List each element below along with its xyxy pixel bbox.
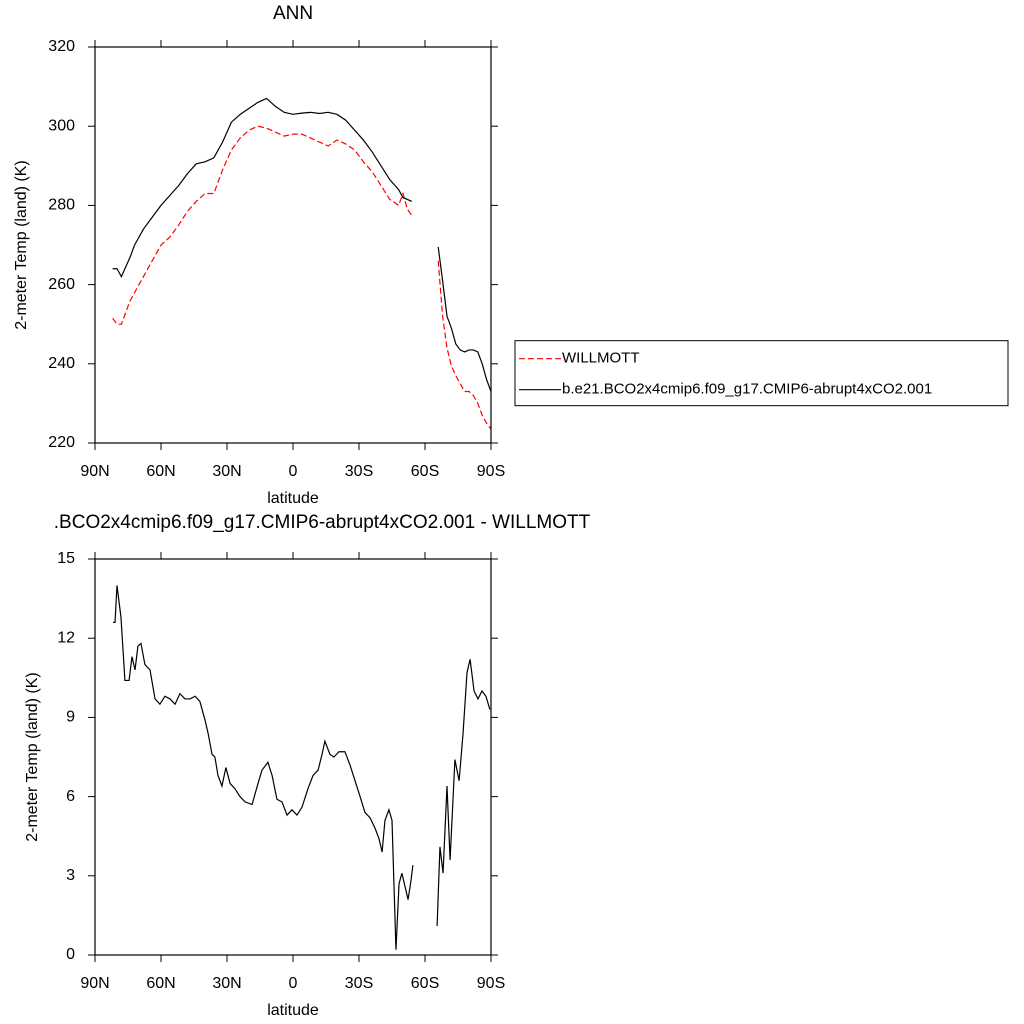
y-axis-label: 2-meter Temp (land) (K) [13, 160, 30, 330]
y-tick-label: 15 [57, 550, 75, 567]
y-tick-label: 260 [48, 276, 75, 293]
chart-title: .BCO2x4cmip6.f09_g17.CMIP6-abrupt4xCO2.0… [54, 512, 591, 533]
x-tick-label: 60S [411, 463, 439, 480]
x-tick-label: 30S [345, 463, 373, 480]
x-tick-label: 60N [146, 463, 175, 480]
x-tick-label: 0 [289, 975, 298, 992]
legend-label: b.e21.BCO2x4cmip6.f09_g17.CMIP6-abrupt4x… [562, 381, 932, 398]
y-tick-label: 6 [66, 788, 75, 805]
x-tick-label: 60S [411, 975, 439, 992]
x-tick-label: 60N [146, 975, 175, 992]
y-tick-label: 3 [66, 867, 75, 884]
x-tick-label: 90S [477, 463, 505, 480]
x-tick-label: 30N [212, 975, 241, 992]
x-tick-label: 90N [80, 463, 109, 480]
data-line [112, 97, 492, 392]
legend-label: WILLMOTT [562, 350, 640, 367]
plot-frame [94, 558, 492, 956]
data-line [112, 125, 492, 430]
x-axis-label: latitude [267, 1002, 319, 1019]
x-axis-label: latitude [267, 490, 319, 507]
y-tick-label: 240 [48, 355, 75, 372]
x-tick-label: 30S [345, 975, 373, 992]
y-tick-label: 12 [57, 629, 75, 646]
chart-title: ANN [273, 3, 313, 24]
x-tick-label: 0 [289, 463, 298, 480]
y-tick-label: 300 [48, 117, 75, 134]
y-tick-label: 9 [66, 709, 75, 726]
data-line [113, 585, 491, 950]
plot-frame [94, 46, 492, 444]
y-tick-label: 320 [48, 38, 75, 55]
y-tick-label: 0 [66, 946, 75, 963]
y-tick-label: 220 [48, 434, 75, 451]
x-tick-label: 90S [477, 975, 505, 992]
x-tick-label: 30N [212, 463, 241, 480]
x-tick-label: 90N [80, 975, 109, 992]
legend-box [514, 340, 1009, 407]
y-tick-label: 280 [48, 197, 75, 214]
y-axis-label: 2-meter Temp (land) (K) [24, 672, 41, 842]
